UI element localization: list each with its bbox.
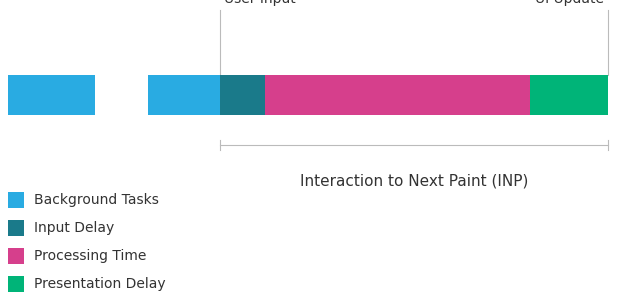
Text: User Input: User Input — [224, 0, 296, 6]
Text: Processing Time: Processing Time — [34, 249, 146, 263]
Bar — [530, 75, 608, 115]
Text: UI Update: UI Update — [535, 0, 604, 6]
Bar — [8, 248, 24, 264]
Bar — [220, 75, 265, 115]
Bar — [8, 220, 24, 236]
Text: Presentation Delay: Presentation Delay — [34, 277, 165, 291]
Bar — [265, 75, 530, 115]
Text: Interaction to Next Paint (INP): Interaction to Next Paint (INP) — [300, 173, 528, 188]
Bar — [8, 276, 24, 292]
Bar — [8, 75, 95, 115]
Bar — [148, 75, 220, 115]
Bar — [8, 192, 24, 208]
Text: Background Tasks: Background Tasks — [34, 193, 159, 207]
Text: Input Delay: Input Delay — [34, 221, 114, 235]
